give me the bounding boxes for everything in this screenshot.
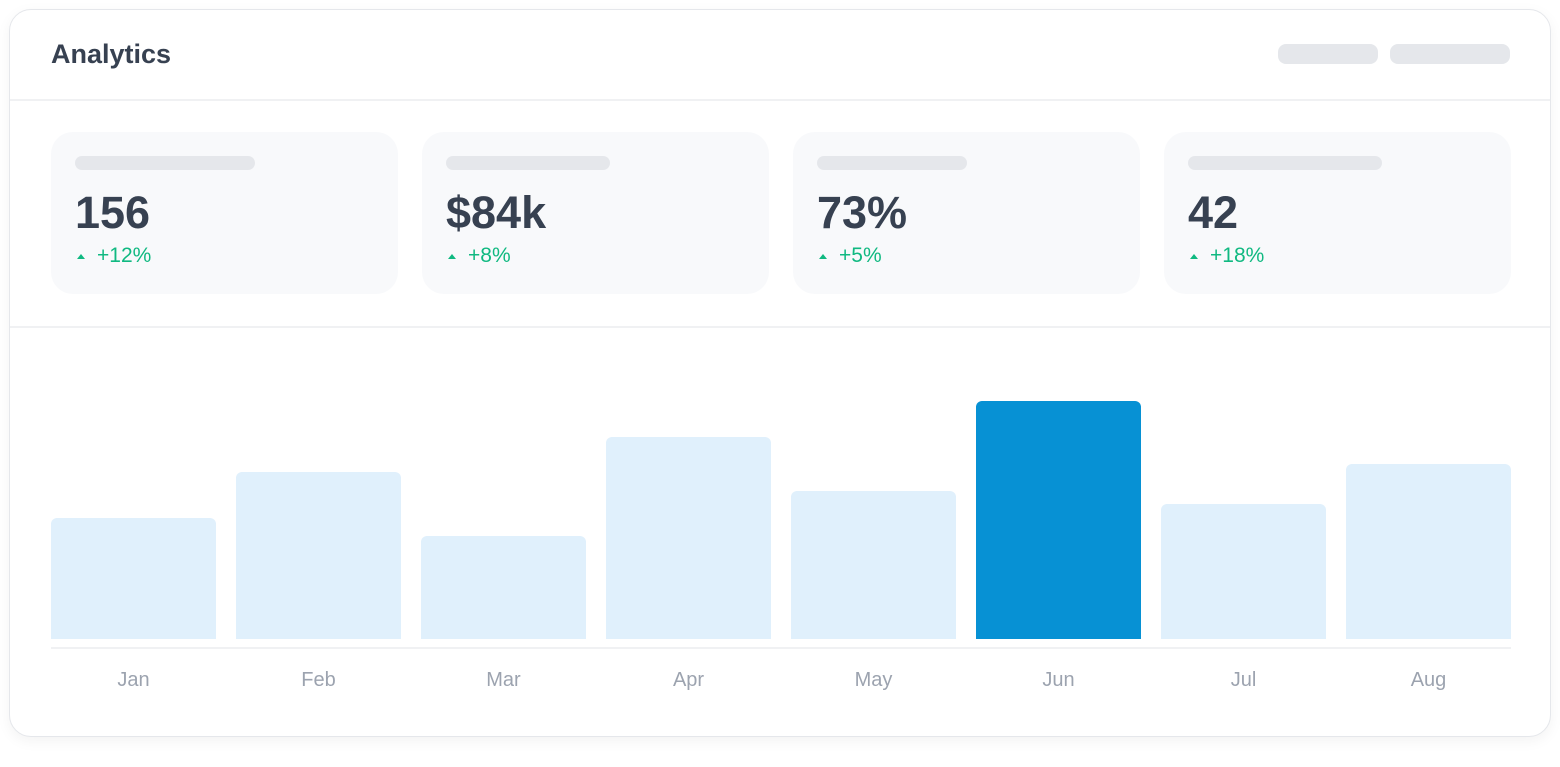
stat-value: 156 [75, 187, 151, 238]
stat-card: $84k +8% [422, 132, 769, 294]
header-placeholder-button[interactable] [1390, 44, 1510, 64]
arrow-up-icon [77, 253, 85, 259]
bar-jan[interactable] [51, 517, 216, 639]
stat-card: 73% +5% [793, 132, 1140, 294]
x-tick-label: Apr [672, 669, 705, 691]
header: Analytics [10, 10, 1550, 101]
stat-value: 42 [1188, 187, 1239, 238]
arrow-up-icon [819, 253, 827, 259]
x-tick-label: May [854, 669, 893, 691]
stat-value: 73% [817, 187, 908, 238]
stat-change: +18% [1190, 244, 1264, 268]
arrow-up-icon [1190, 253, 1198, 259]
x-tick-label: Jan [117, 669, 150, 691]
stat-card: 42 +18% [1164, 132, 1511, 294]
label-placeholder [817, 156, 967, 170]
bar-chart: Jan Feb Mar Apr May Jun Jul Aug [51, 340, 1511, 720]
label-placeholder [75, 156, 255, 170]
bar-feb[interactable] [236, 471, 401, 639]
page-title: Analytics [51, 39, 172, 69]
divider [10, 326, 1550, 328]
header-placeholder-button[interactable] [1278, 44, 1378, 64]
stat-change: +8% [448, 244, 511, 268]
label-placeholder [1188, 156, 1382, 170]
stat-change: +5% [819, 244, 882, 268]
change-text: +18% [1210, 244, 1265, 267]
bar-mar[interactable] [421, 536, 586, 639]
analytics-panel: Analytics 156 +12% $84k +8% 73% +5% 42 +… [9, 9, 1551, 737]
label-placeholder [446, 156, 610, 170]
stat-card: 156 +12% [51, 132, 398, 294]
change-text: +5% [839, 244, 882, 267]
x-tick-label: Aug [1410, 669, 1447, 691]
arrow-up-icon [448, 253, 456, 259]
change-text: +8% [468, 244, 511, 267]
bar-jun[interactable] [976, 401, 1141, 639]
x-tick-label: Mar [486, 669, 521, 691]
change-text: +12% [97, 244, 152, 267]
stat-value: $84k [446, 187, 547, 238]
stat-change: +12% [77, 244, 151, 268]
bar-apr[interactable] [606, 436, 771, 639]
bar-may[interactable] [791, 490, 956, 639]
x-axis-line [51, 647, 1511, 649]
stat-cards: 156 +12% $84k +8% 73% +5% 42 +18% [51, 132, 1511, 294]
x-tick-label: Jun [1042, 669, 1075, 691]
x-tick-label: Feb [301, 669, 336, 691]
bar-jul[interactable] [1161, 504, 1326, 639]
x-tick-label: Jul [1230, 669, 1257, 691]
bar-aug[interactable] [1346, 463, 1511, 639]
